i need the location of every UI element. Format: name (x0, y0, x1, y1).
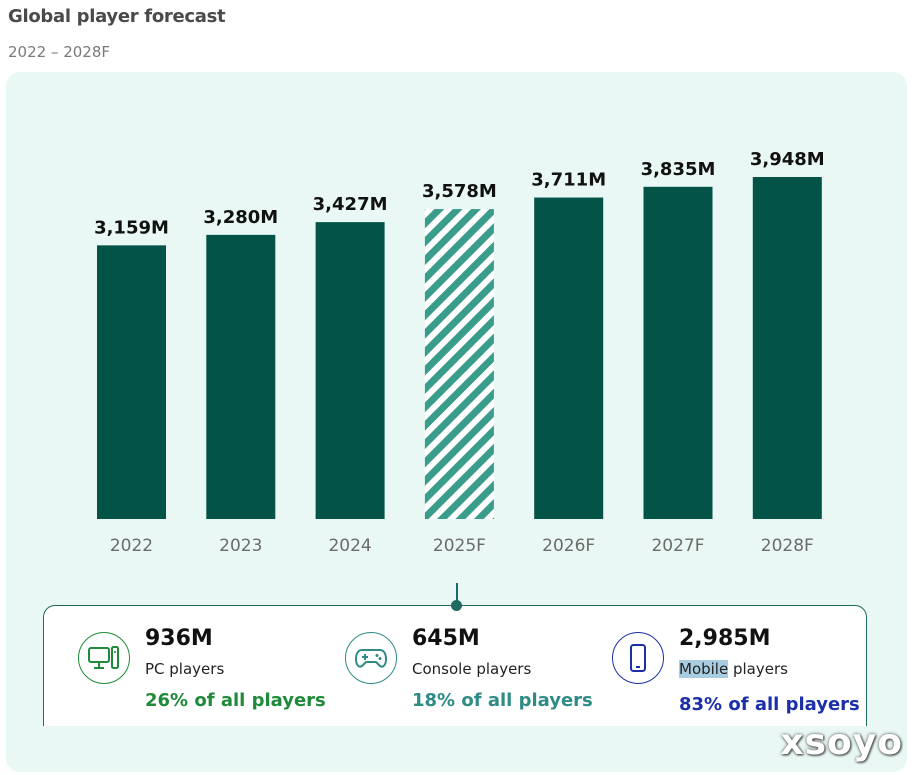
bar-2022 (97, 245, 166, 519)
pc-players-label: PC players (145, 660, 225, 678)
value-label-2027f: 3,835M (641, 159, 716, 180)
mobile-players-label-rest: players (728, 660, 788, 678)
player-breakdown-box: 936M PC players 26% of all players 645M … (43, 605, 867, 726)
bar-2023 (206, 234, 276, 519)
x-tick-2027f: 2027F (651, 536, 704, 556)
bar-2024 (315, 222, 385, 520)
value-label-2024: 3,427M (313, 194, 388, 215)
watermark: xsoyo (780, 722, 903, 763)
value-label-2025f: 3,578M (422, 181, 497, 202)
pc-players-share: 26% of all players (145, 690, 326, 711)
chart-title: Global player forecast (8, 6, 226, 27)
gamepad-icon (345, 632, 397, 684)
bar-2028f (752, 177, 822, 519)
bar-2026f (534, 197, 604, 519)
chart-subtitle: 2022 – 2028F (8, 43, 111, 61)
connector-dot (451, 600, 462, 611)
console-players-share: 18% of all players (412, 690, 593, 711)
value-label-2022: 3,159M (94, 217, 169, 238)
bar-2025f (424, 209, 494, 519)
mobile-players-share: 83% of all players (679, 694, 860, 715)
x-tick-2026f: 2026F (542, 536, 595, 556)
value-label-2023: 3,280M (203, 207, 278, 228)
value-label-2026f: 3,711M (531, 170, 606, 191)
x-tick-2025f: 2025F (433, 536, 486, 556)
x-tick-2024: 2024 (328, 536, 371, 556)
console-players-value: 645M (412, 626, 480, 651)
mobile-players-label: Mobile players (679, 660, 788, 678)
bar-chart: 3,159M 2022 3,280M 2023 3,427M 2024 3,578M 2025… (94, 149, 825, 556)
x-tick-2028f: 2028F (761, 536, 814, 556)
connector-line (456, 583, 458, 605)
mobile-players-value: 2,985M (679, 626, 771, 651)
pc-players-value: 936M (145, 626, 213, 651)
x-tick-2022: 2022 (110, 536, 153, 556)
value-label-2028f: 3,948M (750, 149, 825, 170)
x-tick-2023: 2023 (219, 536, 262, 556)
console-players-label: Console players (412, 660, 532, 678)
mobile-highlighted-word: Mobile (679, 660, 729, 678)
pc-icon (78, 632, 130, 684)
smartphone-icon (612, 632, 664, 684)
bar-2027f (643, 186, 713, 519)
